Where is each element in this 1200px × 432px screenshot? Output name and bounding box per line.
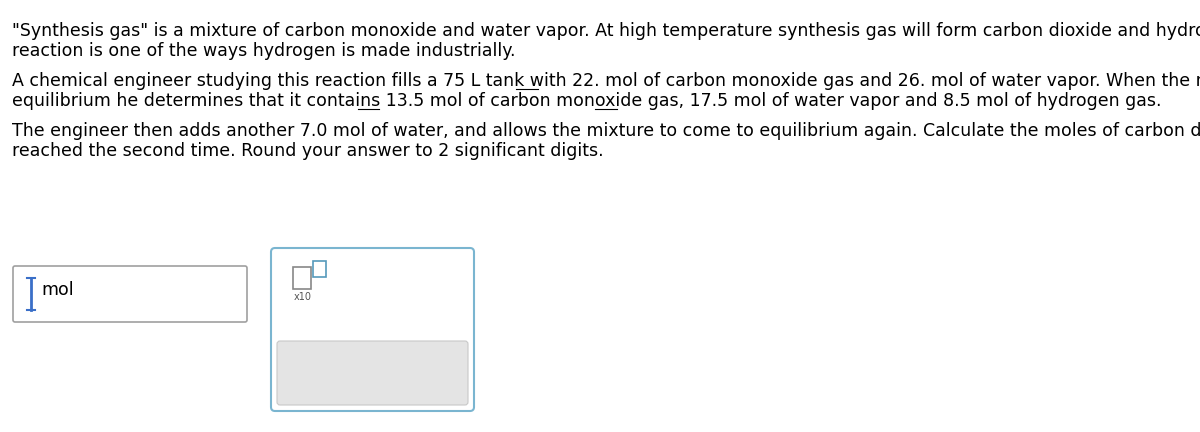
Bar [313,261,326,277]
Text: equilibrium he determines that it contains 13.5 mol of carbon monoxide gas, 17.5: equilibrium he determines that it contai… [12,92,1162,110]
FancyBboxPatch shape [277,341,468,405]
Text: reached the second time. Round your answer to 2 significant digits.: reached the second time. Round your answ… [12,142,604,160]
Text: ×: × [298,369,317,389]
Bar [293,267,311,289]
Text: A chemical engineer studying this reaction fills a 75 L tank with 22. mol of car: A chemical engineer studying this reacti… [12,72,1200,90]
Text: mol: mol [41,281,73,299]
Text: ?: ? [418,369,428,389]
Text: ↺: ↺ [354,369,372,389]
FancyBboxPatch shape [271,248,474,411]
Text: The engineer then adds another 7.0 mol of water, and allows the mixture to come : The engineer then adds another 7.0 mol o… [12,122,1200,140]
Text: x10: x10 [294,292,312,302]
Text: "Synthesis gas" is a mixture of carbon monoxide and water vapor. At high tempera: "Synthesis gas" is a mixture of carbon m… [12,22,1200,40]
Text: reaction is one of the ways hydrogen is made industrially.: reaction is one of the ways hydrogen is … [12,42,516,60]
FancyBboxPatch shape [13,266,247,322]
